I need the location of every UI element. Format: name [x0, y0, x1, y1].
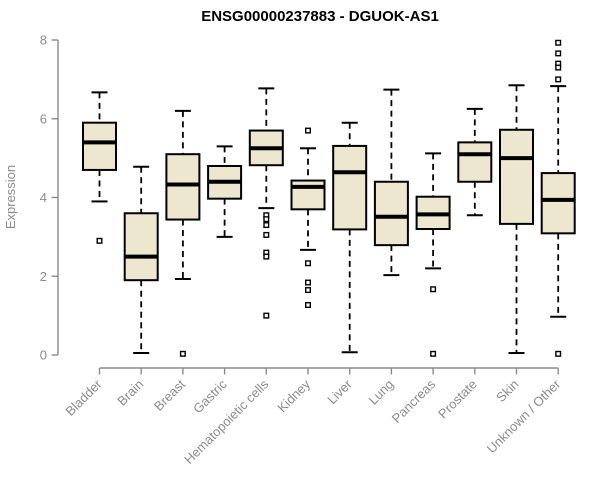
boxplot-hematopoietic-cells: [248, 87, 284, 319]
outlier-point: [555, 50, 562, 57]
outlier-point: [305, 260, 312, 267]
x-tick-label-breast: Breast: [151, 376, 188, 413]
outlier-point: [555, 64, 562, 71]
outlier-point: [430, 350, 437, 357]
outlier-point: [305, 287, 312, 294]
x-tick-label-unknown-other: Unknown / Other: [484, 376, 564, 456]
outlier-point: [305, 127, 312, 134]
chart-title: ENSG00000237883 - DGUOK-AS1: [201, 8, 439, 25]
outlier-point: [96, 237, 103, 244]
outlier-point: [305, 301, 312, 308]
outlier-point: [263, 312, 270, 319]
x-tick-label-lung: Lung: [365, 377, 396, 408]
iqr-box: [373, 180, 409, 247]
outlier-point: [430, 286, 437, 293]
y-tick-label: 0: [40, 348, 47, 363]
outlier-point: [555, 350, 562, 357]
iqr-box: [499, 128, 534, 225]
outlier-point: [263, 216, 270, 223]
iqr-box: [82, 121, 117, 171]
x-tick-label-prostate: Prostate: [435, 377, 480, 422]
outlier-point: [263, 231, 270, 238]
boxplot-bladder: [82, 91, 117, 244]
x-tick-label-bladder: Bladder: [62, 376, 105, 419]
boxplot-gastric: [207, 145, 243, 238]
outlier-point: [263, 222, 270, 229]
boxplot-unknown-other: [540, 39, 576, 357]
outlier-point: [305, 279, 312, 286]
outlier-point: [555, 76, 562, 83]
y-axis-label: Expression: [3, 165, 18, 229]
x-tick-label-liver: Liver: [324, 376, 355, 407]
y-tick-label: 6: [40, 111, 47, 126]
boxplot-skin: [499, 84, 534, 355]
iqr-box: [540, 172, 576, 235]
outlier-point: [555, 39, 562, 46]
iqr-box: [457, 141, 493, 183]
x-tick-label-kidney: Kidney: [274, 376, 313, 415]
boxplot-liver: [332, 121, 368, 354]
iqr-box: [165, 153, 201, 221]
boxplot-breast: [165, 109, 201, 357]
boxplot-prostate: [457, 107, 493, 217]
boxplot-pancreas: [415, 152, 451, 357]
x-tick-label-skin: Skin: [493, 377, 521, 405]
boxplot-lung: [373, 88, 409, 277]
boxplot-brain: [123, 165, 159, 355]
boxplots: [82, 39, 576, 357]
x-tick-label-brain: Brain: [114, 377, 146, 409]
x-tick-label-gastric: Gastric: [190, 376, 230, 416]
outlier-point: [263, 253, 270, 260]
boxplot-kidney: [290, 127, 326, 308]
iqr-box: [332, 144, 368, 231]
y-tick-label: 8: [40, 33, 47, 48]
outlier-point: [179, 350, 186, 357]
iqr-box: [123, 212, 159, 282]
x-tick-label-pancreas: Pancreas: [389, 376, 439, 426]
y-tick-label: 2: [40, 269, 47, 284]
y-tick-label: 4: [40, 190, 47, 205]
